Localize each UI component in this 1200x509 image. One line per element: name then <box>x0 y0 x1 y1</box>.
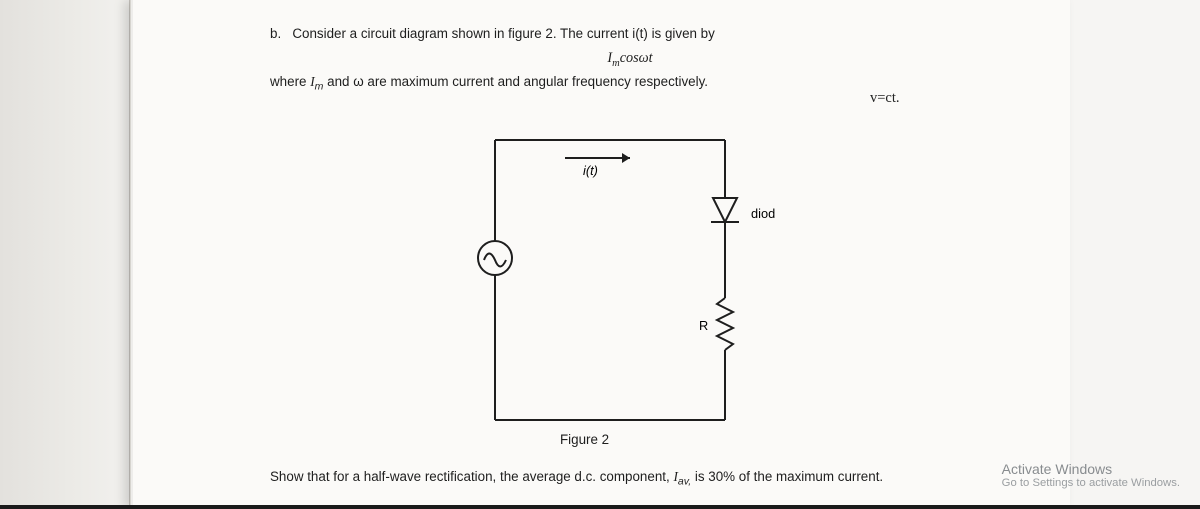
q2-pre: where <box>270 74 310 89</box>
circuit-figure: i(t) diode R <box>455 128 755 448</box>
current-arrow-head <box>622 153 630 163</box>
formula: Imcosωt <box>270 47 990 72</box>
q2-rest: and ω are maximum current and angular fr… <box>323 74 708 89</box>
handwritten-note: v=ct. <box>870 90 900 107</box>
res-iav-sub: av, <box>678 476 691 488</box>
question-label: b. <box>270 26 281 41</box>
formula-sub: m <box>612 58 620 69</box>
windows-activation-watermark: Activate Windows Go to Settings to activ… <box>1002 461 1180 489</box>
result-paragraph: Show that for a half-wave rectification,… <box>270 468 990 489</box>
watermark-title: Activate Windows <box>1002 461 1180 477</box>
figure-caption: Figure 2 <box>560 432 609 447</box>
resistor-zigzag <box>717 298 733 350</box>
desk-left-margin <box>0 0 130 509</box>
question-block: b. Consider a circuit diagram shown in f… <box>270 24 990 95</box>
formula-coswt: cosωt <box>620 50 653 66</box>
label-it: i(t) <box>583 163 598 178</box>
question-text-1: Consider a circuit diagram shown in figu… <box>292 26 715 41</box>
res-t2: is 30% of the maximum current. <box>691 469 883 484</box>
circuit-svg: i(t) diode R <box>455 128 775 438</box>
label-diode: diode <box>751 206 775 221</box>
label-R: R <box>699 318 708 333</box>
watermark-subtitle: Go to Settings to activate Windows. <box>1002 477 1180 489</box>
diode-triangle <box>713 198 737 222</box>
question-line1: b. Consider a circuit diagram shown in f… <box>270 24 990 45</box>
bottom-dark-bar <box>0 505 1200 509</box>
res-t1: Show that for a half-wave rectification,… <box>270 469 673 484</box>
